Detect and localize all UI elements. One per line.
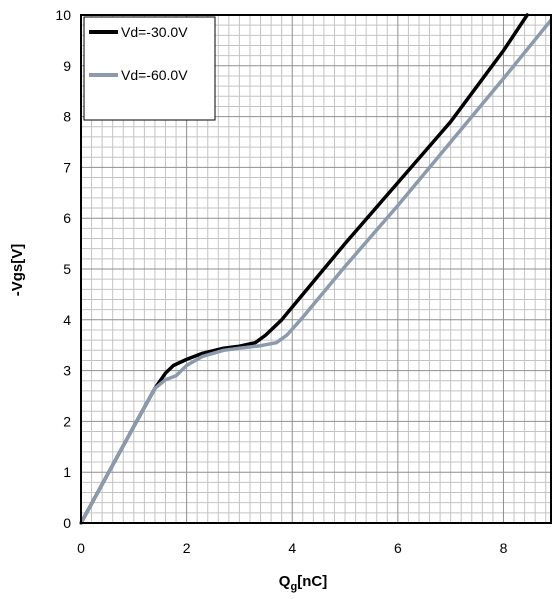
y-tick-labels: 0 1 2 3 4 5 6 7 8 9 10 [55,7,71,531]
x-axis-title-subscript: g [290,581,297,593]
y-tick-label: 10 [55,7,71,23]
y-tick-label: 7 [63,159,71,175]
legend-label-series-2: Vd=-60.0V [121,67,188,83]
x-axis-title-main: Q [279,573,291,590]
x-axis-title-unit: [nC] [297,573,327,590]
y-tick-label: 4 [63,312,71,328]
x-tick-label: 4 [288,540,296,556]
plot-area-frame [80,14,552,524]
x-tick-label: 8 [500,540,508,556]
y-tick-label: 6 [63,210,71,226]
y-tick-label: 9 [63,58,71,74]
series-line-2 [79,18,552,525]
x-tick-label: 2 [183,540,191,556]
y-tick-label: 0 [63,515,71,531]
y-tick-label: 1 [63,464,71,480]
y-tick-label: 8 [63,109,71,125]
x-tick-label: 0 [77,540,85,556]
legend: Vd=-30.0V Vd=-60.0V [83,16,216,121]
y-tick-label: 5 [63,261,71,277]
x-tick-labels: 0 2 4 6 8 [77,540,507,556]
x-tick-label: 6 [394,540,402,556]
legend-label-series-1: Vd=-30.0V [121,24,188,40]
series-layer [79,13,552,525]
y-axis-title: -Vgs[V] [9,244,26,297]
y-tick-label: 3 [63,363,71,379]
y-tick-label: 2 [63,413,71,429]
x-axis-title: Qg[nC] [279,573,327,593]
legend-box [83,16,216,121]
